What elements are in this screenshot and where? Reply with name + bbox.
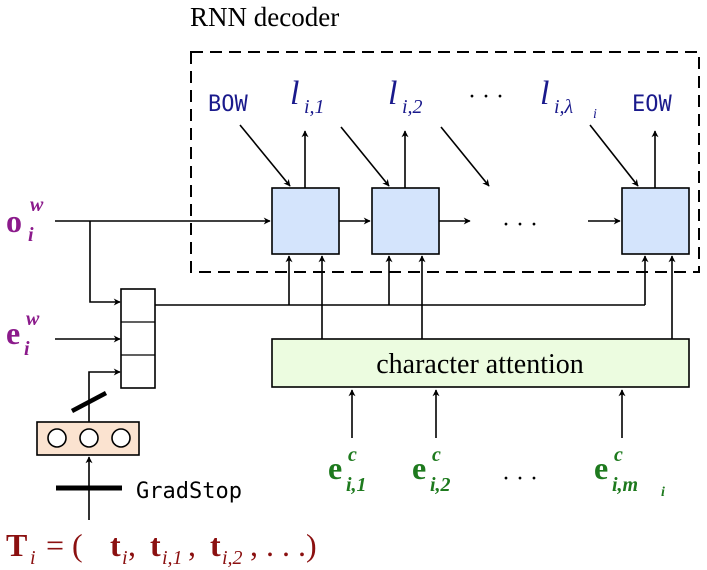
rnn-decoder-boundary — [190, 51, 700, 273]
e-i-w-label: e i w — [6, 308, 40, 360]
svg-text:i,2: i,2 — [402, 96, 423, 118]
rnn-cell-1 — [271, 187, 340, 255]
tag-sequence-label: T i = ( t i , t i,1 , t i,2 , . . .) — [6, 527, 317, 569]
svg-text:i: i — [30, 547, 36, 569]
svg-text:t: t — [210, 527, 221, 563]
svg-text:i: i — [28, 224, 34, 246]
svg-text:i,λ: i,λ — [554, 96, 574, 118]
svg-text:o: o — [6, 203, 22, 239]
svg-text:T: T — [6, 527, 27, 563]
svg-text:i: i — [24, 338, 30, 360]
rnn-decoder-title: RNN decoder — [190, 2, 339, 32]
svg-text:e: e — [328, 450, 342, 486]
tag-slash-mark — [70, 391, 108, 413]
o-i-w-label: o i w — [6, 194, 44, 246]
svg-text:c: c — [614, 444, 623, 466]
character-attention-box — [271, 338, 690, 388]
svg-text:c: c — [348, 444, 357, 466]
arrow-l2-to-dots — [440, 126, 490, 187]
arrow-tag-to-concat — [88, 368, 121, 422]
output-label-last: l i,λ i — [540, 75, 597, 122]
output-ellipsis: · · · — [468, 84, 504, 110]
arrow-l1-to-cell2 — [340, 126, 390, 187]
svg-text:i: i — [593, 107, 597, 122]
cell-ellipsis: · · · — [502, 212, 538, 238]
svg-text:i: i — [122, 547, 128, 569]
e-c-1-label: e c i,1 — [328, 444, 367, 496]
svg-text:i,1: i,1 — [346, 474, 367, 496]
svg-text:e: e — [594, 450, 608, 486]
svg-text:w: w — [30, 194, 44, 216]
e-c-2-label: e c i,2 — [412, 444, 451, 496]
character-attention-label: character attention — [376, 349, 584, 380]
svg-text:l: l — [388, 75, 397, 112]
arrow-bow-to-cell1 — [239, 124, 291, 187]
arrow-ll-to-last — [589, 124, 639, 187]
svg-text:i,1: i,1 — [162, 547, 183, 569]
svg-text:i: i — [661, 485, 665, 500]
svg-text:,: , — [128, 527, 136, 563]
rnn-cell-last — [621, 187, 690, 255]
tag-encoder-unit-1 — [47, 428, 67, 448]
svg-text:t: t — [150, 527, 161, 563]
char-embeddings-ellipsis: · · · — [502, 466, 538, 492]
e-c-m-label: e c i,m i — [594, 444, 665, 500]
output-label-l2: l i,2 — [388, 75, 423, 118]
svg-text:i,1: i,1 — [304, 96, 325, 118]
svg-text:l: l — [290, 75, 299, 112]
svg-text:l: l — [540, 75, 549, 112]
svg-text:,: , — [188, 527, 196, 563]
svg-text:= (: = ( — [46, 527, 83, 563]
output-label-l1: l i,1 — [290, 75, 325, 118]
concat-vector — [120, 288, 156, 389]
arrow-o-to-concat — [89, 221, 121, 306]
eow-token: EOW — [632, 92, 672, 117]
svg-text:i,2: i,2 — [222, 547, 243, 569]
tag-encoder-unit-3 — [111, 428, 131, 448]
gradstop-label: GradStop — [136, 479, 242, 504]
tag-encoder-unit-2 — [79, 428, 99, 448]
svg-text:e: e — [6, 315, 20, 351]
rnn-cell-2 — [371, 187, 440, 255]
svg-text:, . . .): , . . .) — [250, 527, 317, 563]
bow-token: BOW — [208, 92, 248, 117]
svg-text:i,m: i,m — [612, 474, 638, 496]
svg-text:i,2: i,2 — [430, 474, 451, 496]
svg-text:c: c — [432, 444, 441, 466]
svg-text:w: w — [26, 308, 40, 330]
svg-text:e: e — [412, 450, 426, 486]
svg-text:t: t — [110, 527, 121, 563]
